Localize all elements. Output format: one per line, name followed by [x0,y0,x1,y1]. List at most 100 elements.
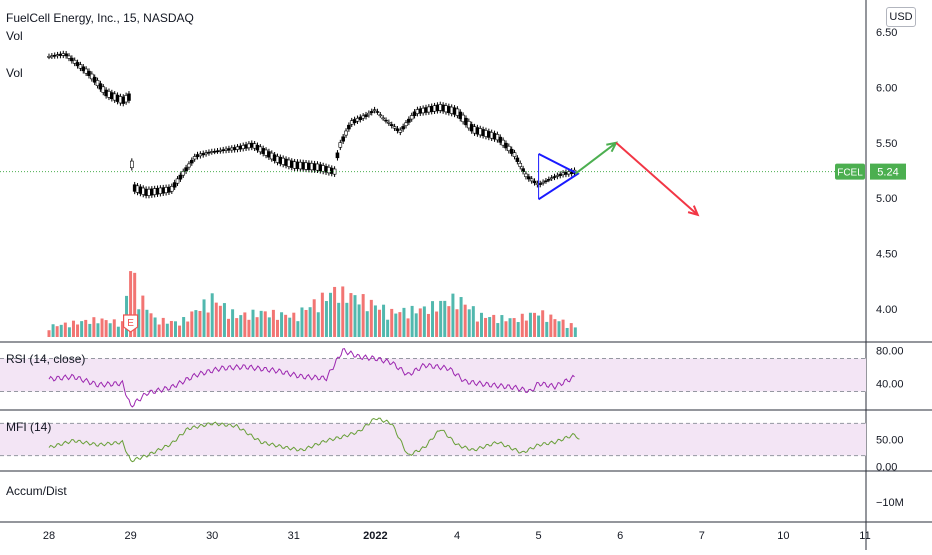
volume-bar[interactable] [341,286,345,337]
candle-body[interactable] [115,94,120,102]
volume-bar[interactable] [202,299,206,337]
volume-bar[interactable] [153,317,157,337]
candle-body[interactable] [338,142,343,148]
candle-body[interactable] [95,80,100,86]
candle-body[interactable] [195,154,200,158]
volume-bar[interactable] [288,317,292,337]
volume-bar[interactable] [573,327,577,337]
volume-bar[interactable] [349,293,353,337]
candle-body[interactable] [249,142,254,148]
candle-body[interactable] [255,144,260,151]
candle-body[interactable] [544,180,548,183]
volume-bar[interactable] [357,304,361,337]
candle-body[interactable] [152,188,157,195]
candle-body[interactable] [509,148,514,154]
volume-bar[interactable] [329,292,333,337]
candle-body[interactable] [495,134,500,141]
volume-bar[interactable] [104,320,108,337]
volume-bar[interactable] [541,310,545,337]
candle-body[interactable] [147,188,151,196]
volume-bar[interactable] [569,323,573,337]
volume-bar[interactable] [561,319,565,337]
candle-body[interactable] [558,173,563,176]
volume-bar[interactable] [390,308,394,337]
candle-body[interactable] [549,177,554,180]
candle-body[interactable] [529,178,534,182]
candle-body[interactable] [292,161,297,169]
volume-bar[interactable] [479,312,483,337]
candle-body[interactable] [347,124,351,130]
volume-bar[interactable] [182,317,186,337]
currency-button[interactable]: USD [886,7,916,27]
volume-bar[interactable] [443,300,447,337]
volume-bar[interactable] [63,322,67,337]
volume-bar[interactable] [263,311,267,337]
volume-bar[interactable] [345,302,349,337]
candle-body[interactable] [241,145,246,149]
volume-bar[interactable] [84,319,88,337]
candle-body[interactable] [475,127,480,135]
volume-bar[interactable] [394,313,398,337]
candle-body[interactable] [218,149,223,152]
volume-bar[interactable] [271,309,275,337]
candle-body[interactable] [287,159,291,167]
candle-body[interactable] [267,151,271,158]
candle-body[interactable] [227,148,231,151]
candle-body[interactable] [521,168,525,172]
candle-body[interactable] [264,149,268,156]
volume-bar[interactable] [520,313,524,337]
candle-body[interactable] [429,105,434,112]
candle-body[interactable] [52,54,57,57]
candle-body[interactable] [432,105,437,112]
volume-bar[interactable] [422,306,426,337]
candle-body[interactable] [161,187,166,194]
volume-bar[interactable] [120,321,124,337]
volume-bar[interactable] [231,309,235,337]
volume-bar[interactable] [418,308,422,337]
candle-body[interactable] [564,171,568,175]
candle-body[interactable] [261,148,266,154]
candle-body[interactable] [232,147,237,151]
candle-body[interactable] [67,55,71,59]
candle-body[interactable] [281,157,285,165]
volume-bar[interactable] [80,321,84,337]
candle-body[interactable] [215,150,220,153]
candle-body[interactable] [355,117,360,122]
candle-body[interactable] [167,186,171,193]
volume-bar[interactable] [149,313,153,337]
volume-bar[interactable] [133,272,137,337]
candle-body[interactable] [458,111,463,119]
candle-body[interactable] [418,108,423,114]
candle-body[interactable] [438,104,443,111]
candle-body[interactable] [252,143,257,149]
candle-body[interactable] [198,153,203,157]
candle-body[interactable] [81,66,86,72]
volume-bar[interactable] [67,327,71,337]
arrow-down-head[interactable] [687,205,700,217]
candle-body[interactable] [315,163,320,171]
candle-body[interactable] [212,150,217,153]
volume-bar[interactable] [533,312,537,337]
candle-body[interactable] [352,119,357,124]
candle-body[interactable] [175,178,180,184]
candle-body[interactable] [55,54,60,57]
candle-body[interactable] [387,122,391,124]
candle-body[interactable] [404,122,408,127]
volume-bar[interactable] [337,302,341,337]
candle-body[interactable] [201,153,206,156]
volume-bar[interactable] [386,319,390,337]
volume-bar[interactable] [96,323,100,337]
candle-body[interactable] [455,108,460,116]
volume-bar[interactable] [463,304,467,337]
volume-bar[interactable] [528,312,532,337]
volume-bar[interactable] [267,317,271,337]
candle-body[interactable] [178,174,183,180]
candle-body[interactable] [527,176,531,180]
volume-bar[interactable] [406,318,410,337]
volume-bar[interactable] [137,309,141,337]
candle-body[interactable] [367,112,371,116]
candle-body[interactable] [92,76,97,83]
volume-bar[interactable] [304,309,308,337]
candle-body[interactable] [329,167,334,174]
